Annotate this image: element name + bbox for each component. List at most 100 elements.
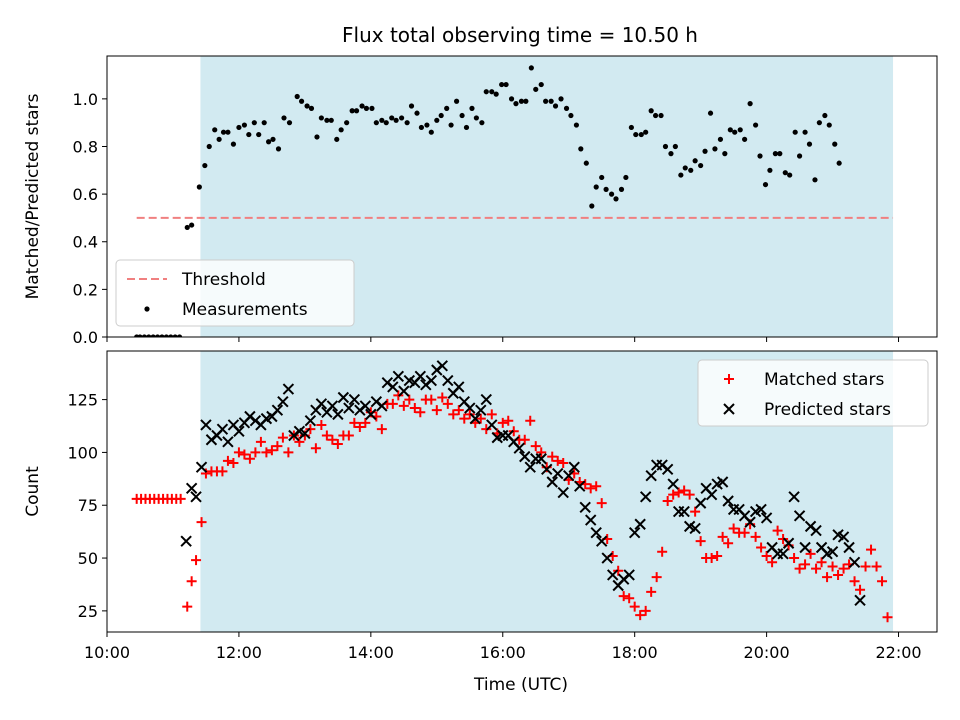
predicted-star-point: [848, 556, 861, 568]
count-data-layer: [131, 360, 893, 623]
predicted-star-point: [744, 516, 756, 528]
measurement-point: [668, 151, 674, 157]
measurement-point: [692, 158, 698, 164]
count-x-ticks: 10:00 12:00 14:00 16:00 18:00 20:00 22:00: [84, 632, 922, 662]
y-tick-label: 100: [67, 443, 98, 462]
measurement-point: [230, 141, 237, 147]
predicted-star-point: [315, 398, 328, 410]
measurement-point: [753, 122, 759, 128]
measurement-point: [414, 110, 420, 116]
measurement-point: [796, 153, 803, 159]
predicted-star-point: [782, 537, 795, 549]
matched-star-point: [728, 523, 739, 534]
measurement-point: [508, 96, 515, 102]
matched-star-point: [376, 424, 387, 435]
measurement-point: [802, 129, 808, 135]
count-y-axis-label: Count: [23, 466, 43, 517]
matched-star-point: [706, 553, 717, 564]
measurement-point: [806, 141, 813, 147]
measurement-point: [538, 81, 544, 88]
measurement-point: [159, 334, 165, 337]
matched-star-point: [277, 432, 288, 443]
measurement-point: [141, 334, 147, 337]
measurement-point: [184, 224, 190, 231]
measurement-point: [150, 334, 156, 337]
measurement-point: [573, 122, 580, 128]
predicted-star-point: [705, 488, 718, 501]
legend-matched-swatch: [724, 374, 734, 384]
measurement-point: [702, 148, 708, 154]
measurement-point: [767, 167, 773, 173]
matched-star-point: [316, 419, 327, 430]
x-tick-label: 10:00: [84, 643, 130, 662]
measurement-point: [246, 131, 252, 138]
measurement-point: [638, 131, 644, 138]
measurement-point: [424, 122, 430, 128]
predicted-star-point: [810, 524, 822, 537]
matched-star-point: [552, 455, 563, 466]
matched-star-point: [646, 586, 657, 597]
matched-star-point: [453, 405, 464, 416]
matched-star-point: [591, 481, 602, 492]
measurement-point: [294, 93, 300, 100]
measurement-point: [172, 334, 178, 337]
matched-star-point: [695, 536, 706, 547]
matched-star-point: [750, 531, 761, 542]
matched-star-point: [618, 591, 629, 602]
ratio-x-ticks: [106, 337, 900, 342]
predicted-star-point: [678, 505, 690, 518]
measurement-point: [623, 174, 629, 181]
predicted-star-point: [519, 450, 531, 463]
matched-star-point: [261, 447, 272, 458]
predicted-star-point: [563, 469, 575, 482]
predicted-star-point: [185, 482, 198, 495]
measurement-point: [168, 334, 174, 337]
matched-star-point: [404, 394, 415, 405]
predicted-star-point: [480, 393, 492, 406]
matched-star-point: [860, 561, 871, 572]
y-tick-label: 25: [78, 602, 98, 621]
measurement-point: [483, 89, 489, 95]
y-tick-label: 50: [78, 549, 98, 568]
measurement-point: [558, 96, 564, 102]
count-panel: 25 50 75 100 125 10:00 12:00 14:00 16:00 18:00 20…: [23, 350, 938, 662]
measurement-point: [727, 127, 733, 133]
ratio-data-layer: [134, 65, 894, 337]
predicted-star-point: [392, 370, 405, 383]
predicted-star-point: [442, 374, 454, 387]
predicted-star-point: [639, 491, 652, 503]
matched-star-point: [657, 546, 668, 557]
ratio-y-ticks: 0.0 0.2 0.4 0.6 0.8 1.0: [73, 90, 107, 347]
count-legend: Matched stars Predicted stars: [697, 359, 929, 427]
matched-star-point: [327, 434, 338, 445]
legend-predicted-swatch: [723, 403, 735, 415]
measurement-point: [528, 65, 534, 71]
x-tick-label: 12:00: [216, 643, 262, 662]
legend-measurements-swatch: [144, 306, 150, 312]
matched-star-point: [662, 496, 673, 507]
matched-star-point: [442, 398, 453, 409]
matched-star-point: [343, 430, 354, 441]
matched-star-point: [459, 413, 470, 424]
predicted-star-point: [557, 486, 569, 499]
measurement-point: [236, 124, 242, 131]
measurement-point: [448, 122, 454, 128]
predicted-star-point: [755, 503, 767, 516]
matched-star-point: [668, 489, 679, 500]
measurement-point: [548, 98, 554, 104]
x-tick-label: 16:00: [480, 643, 526, 662]
measurement-point: [383, 120, 389, 126]
matched-star-point: [310, 443, 321, 454]
ratio-legend: Threshold Measurements: [115, 259, 355, 327]
matched-star-point: [717, 531, 728, 542]
matched-star-point: [409, 403, 420, 414]
predicted-star-point: [222, 436, 234, 448]
measurement-point: [732, 129, 738, 135]
matched-star-point: [239, 449, 250, 460]
predicted-star-point: [799, 541, 811, 554]
measurement-point: [266, 139, 272, 145]
predicted-star-point: [376, 400, 388, 412]
matched-star-point: [723, 538, 734, 549]
matched-star-point: [497, 417, 508, 428]
y-tick-label: 1.0: [73, 90, 98, 109]
